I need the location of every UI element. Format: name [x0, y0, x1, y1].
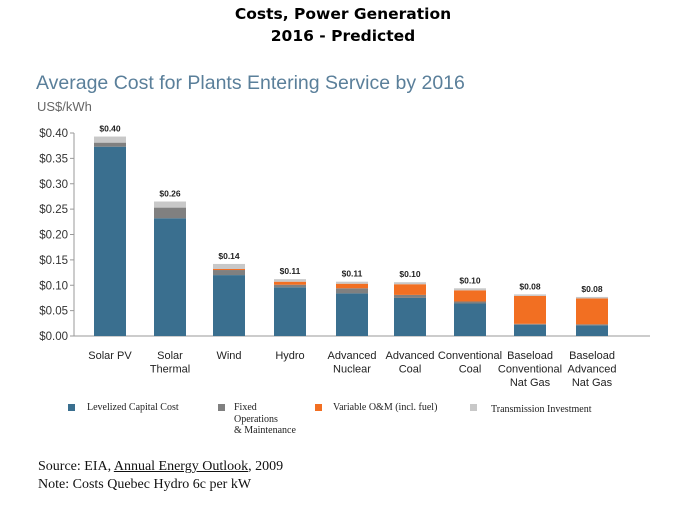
x-category-label: Coal — [399, 364, 422, 376]
bar-segment — [94, 136, 126, 143]
bar-segment — [454, 301, 486, 304]
bar-segment — [154, 207, 186, 219]
bar-total-label: $0.10 — [459, 275, 481, 285]
bar-segment — [454, 288, 486, 291]
bar-segment — [94, 142, 126, 147]
bar-segment — [576, 296, 608, 299]
bar-total-label: $0.26 — [159, 189, 181, 199]
x-category-label: Solar — [157, 350, 183, 362]
x-category-label: Nuclear — [333, 364, 371, 376]
bar-segment — [336, 281, 368, 284]
y-tick-label: $0.05 — [39, 306, 68, 318]
bar-segment — [454, 290, 486, 302]
bar-segment — [514, 294, 546, 296]
bar-total-label: $0.08 — [519, 281, 541, 291]
legend-label-variable: Variable O&M (incl. fuel) — [333, 402, 438, 413]
bar-segment — [394, 297, 426, 336]
bar-total-label: $0.14 — [218, 251, 240, 261]
bar-total-label: $0.11 — [342, 269, 363, 279]
source-prefix: Source: EIA, — [38, 459, 114, 474]
x-category-label: Coal — [459, 364, 482, 376]
legend-label-levelized: Levelized Capital Cost — [87, 402, 179, 413]
bar-segment — [274, 281, 306, 285]
y-axis-label: US$/kWh — [37, 99, 92, 114]
x-category-label: Advanced — [328, 350, 377, 362]
stacked-bar-chart: $0.00 $0.05 $0.10 $0.15 $0.20 $0.25 $0.30 $0.35… — [39, 124, 650, 389]
bar-segment — [213, 263, 245, 270]
bar-segment — [213, 275, 245, 336]
bar-segment — [274, 287, 306, 336]
legend-label-fixed-line1: Fixed — [234, 402, 257, 413]
source-suffix: , 2009 — [248, 459, 284, 474]
y-tick-label: $0.40 — [39, 128, 68, 140]
slide-subtitle: 2016 - Predicted — [270, 27, 416, 45]
source-note: Note: Costs Quebec Hydro 6c per kW — [38, 477, 252, 492]
bar-segment — [514, 323, 546, 325]
y-tick-label: $0.20 — [39, 230, 68, 242]
legend-swatch-fixed — [218, 404, 225, 411]
y-tick-label: $0.25 — [39, 204, 68, 216]
bar-segment — [394, 282, 426, 285]
legend-label-fixed-line2: Operations — [234, 413, 278, 425]
y-tick-label: $0.15 — [39, 255, 68, 267]
x-category-label: Solar PV — [88, 350, 132, 362]
legend-swatch-levelized — [68, 404, 75, 411]
bar-total-label: $0.08 — [581, 284, 603, 294]
x-category-label: Hydro — [275, 350, 304, 362]
legend-label-fixed-line3: & Maintenance — [234, 425, 296, 436]
bar-segment — [213, 269, 245, 271]
bar-segment — [274, 284, 306, 288]
bar-total-label: $0.11 — [280, 266, 301, 276]
y-tick-label: $0.35 — [39, 153, 68, 165]
x-category-label: Conventional — [498, 364, 562, 376]
legend-label-transmission: Transmission Investment — [491, 404, 592, 415]
bar-segment — [394, 284, 426, 295]
x-category-label: Advanced — [386, 350, 435, 362]
bar-segment — [394, 294, 426, 298]
x-category-label: Nat Gas — [510, 377, 551, 389]
bar-segment — [514, 295, 546, 324]
x-category-label: Advanced — [568, 364, 617, 376]
y-tick-label: $0.10 — [39, 280, 68, 292]
x-category-label: Nat Gas — [572, 377, 613, 389]
x-category-label: Baseload — [569, 350, 615, 362]
bar-segment — [336, 283, 368, 289]
source-line: Source: EIA, Annual Energy Outlook, 2009 — [38, 459, 283, 475]
bar-segment — [154, 201, 186, 208]
legend-swatch-transmission — [470, 404, 477, 411]
x-category-label: Thermal — [150, 364, 190, 376]
x-category-label: Baseload — [507, 350, 553, 362]
chart-title: Average Cost for Plants Entering Service… — [36, 72, 465, 94]
bar-segment — [154, 218, 186, 336]
x-category-label: Wind — [216, 350, 241, 362]
bar-total-label: $0.40 — [99, 124, 121, 134]
bar-segment — [576, 298, 608, 325]
x-category-label: Conventional — [438, 350, 502, 362]
bar-segment — [454, 303, 486, 336]
bar-segment — [514, 324, 546, 336]
legend-swatch-variable — [315, 404, 322, 411]
bar-segment — [576, 325, 608, 336]
bar-segment — [274, 279, 306, 282]
y-tick-label: $0.00 — [39, 331, 68, 343]
bar-total-label: $0.10 — [399, 269, 421, 279]
bar-segment — [576, 324, 608, 326]
bar-segment — [94, 146, 126, 336]
source-publication-link[interactable]: Annual Energy Outlook — [113, 459, 249, 474]
legend-label-fixed: Fixed Operations & Maintenance — [234, 402, 296, 437]
bar-segment — [336, 288, 368, 294]
slide-title: Costs, Power Generation — [234, 5, 452, 23]
y-tick-label: $0.30 — [39, 179, 68, 191]
bar-segment — [213, 270, 245, 276]
bar-segment — [336, 293, 368, 336]
